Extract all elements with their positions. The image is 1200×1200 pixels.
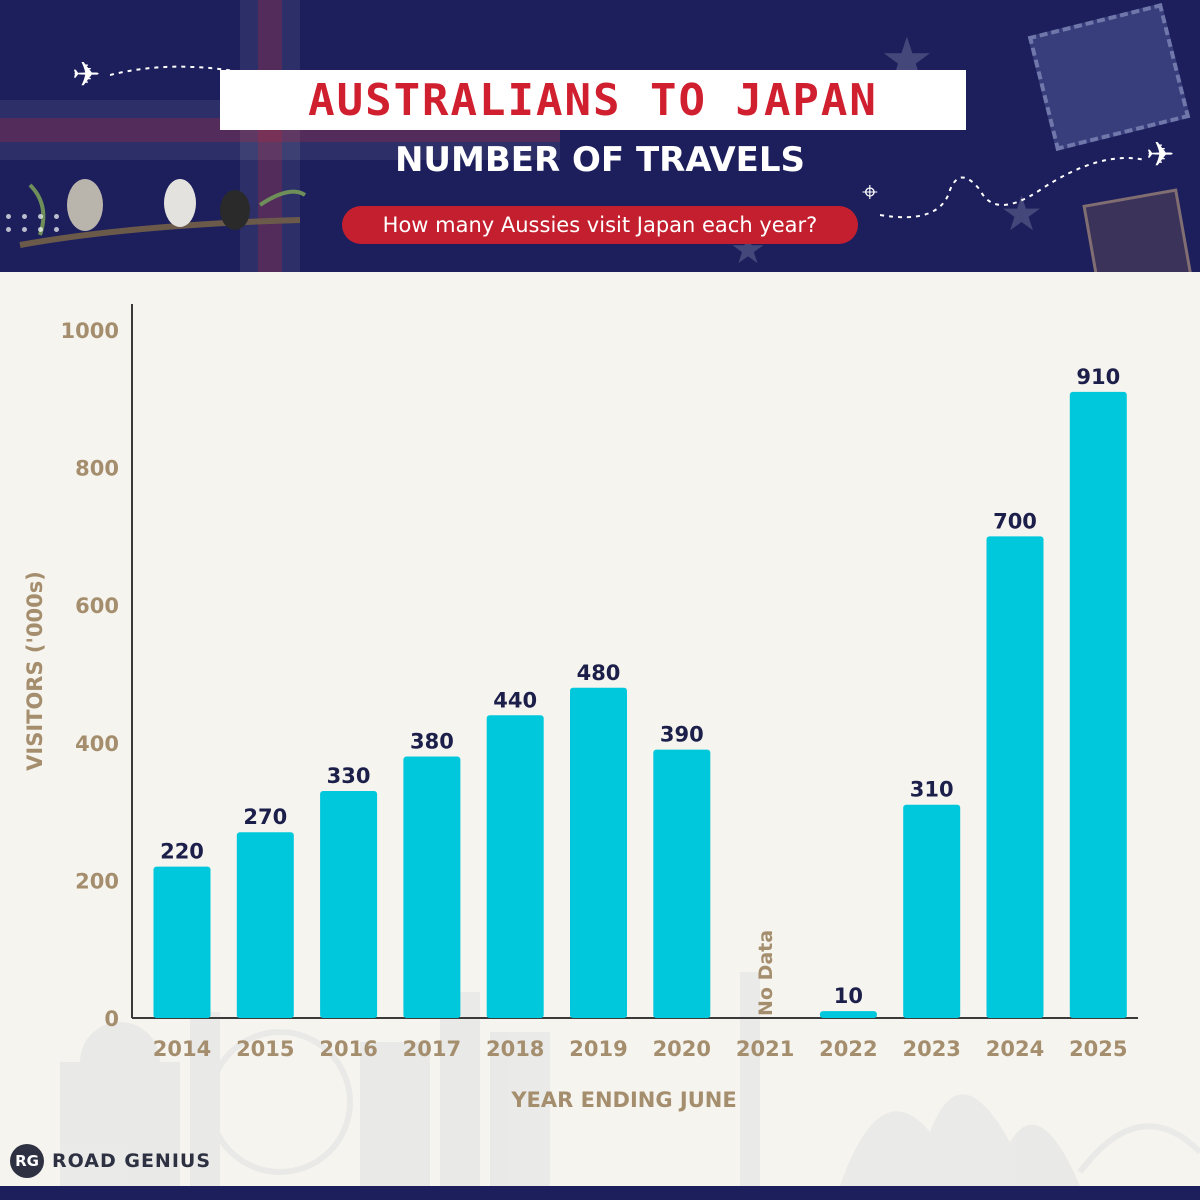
value-labels: 220 270 330 380 440 480 390 No Data 10 310 700 910 [160,365,1120,1016]
bar-2023 [903,804,961,1018]
star-icon: ★ [1000,186,1044,242]
bar-2019 [570,687,627,1018]
x-tick-label-2019: 2019 [569,1037,627,1061]
city-skyline-illustration [60,972,1200,1186]
value-label-2025: 910 [1076,365,1120,389]
bar-chart: 0 200 400 600 800 1000 220 270 330 380 440 480 390 N… [0,272,1200,1186]
brand-logo: RG ROAD GENIUS [10,1144,211,1178]
value-label-2017: 380 [410,730,454,754]
x-tick-label-2018: 2018 [486,1037,544,1061]
y-tick-label: 800 [75,457,119,481]
bars [153,391,1127,1018]
y-tick-labels: 0 200 400 600 800 1000 [61,319,119,1031]
airplane-icon: ✈ [72,55,101,95]
flag-stripe [240,0,300,272]
value-label-2023: 310 [910,778,954,802]
page-title: AUSTRALIANS TO JAPAN [308,74,878,126]
y-tick-label: 1000 [61,319,119,343]
x-tick-label-2024: 2024 [986,1037,1044,1061]
x-tick-label-2014: 2014 [153,1037,211,1061]
bar-2018 [486,715,544,1018]
dashed-flight-path [110,65,241,76]
bar-chart-svg: 0 200 400 600 800 1000 220 270 330 380 440 480 390 N… [23,304,1200,1186]
bar-2017 [403,756,461,1018]
brand-name: ROAD GENIUS [52,1150,212,1172]
postage-stamp-illustration [1027,3,1191,151]
value-label-2014: 220 [160,840,204,864]
value-label-2016: 330 [327,764,371,788]
y-tick-label: 600 [75,594,119,618]
dot-pattern [6,214,62,232]
title-box: AUSTRALIANS TO JAPAN [220,70,966,130]
bar-2022 [819,1011,877,1018]
bar-2015 [236,832,294,1018]
y-tick-label: 0 [104,1007,119,1031]
brand-mark: RG [10,1144,44,1178]
location-pin-icon: ⌖ [862,175,878,208]
bar-2024 [986,536,1044,1018]
birds-on-branch-illustration [19,179,307,248]
value-label-2022: 10 [834,984,863,1008]
airplane-icon: ✈ [1146,135,1175,175]
x-tick-label-2020: 2020 [653,1037,711,1061]
value-label-2019: 480 [577,661,621,685]
bar-2016 [320,790,378,1018]
header-banner: ★ ★ ★ ✈ ✈ ⌖ AUSTRALIANS TO JAPAN NUMB [0,0,1200,272]
no-data-label-2021: No Data [755,930,777,1016]
y-tick-label: 200 [75,869,119,893]
flag-red-stripe [258,0,282,272]
value-label-2015: 270 [243,805,287,829]
dashed-flight-path [880,157,1146,219]
x-axis-title: YEAR ENDING JUNE [510,1088,736,1112]
x-tick-label-2025: 2025 [1069,1037,1127,1061]
y-axis-title: VISITORS ('000s) [23,571,47,771]
value-label-2020: 390 [660,723,704,747]
bar-2025 [1069,391,1127,1018]
x-tick-label-2023: 2023 [902,1037,960,1061]
x-tick-label-2022: 2022 [819,1037,877,1061]
question-pill: How many Aussies visit Japan each year? [342,206,858,244]
x-tick-labels: 2014 2015 2016 2017 2018 2019 2020 2021 2022 2023… [153,1037,1128,1061]
x-tick-label-2017: 2017 [403,1037,461,1061]
footer-bar [0,1186,1200,1200]
x-tick-label-2016: 2016 [319,1037,377,1061]
page-subtitle: NUMBER OF TRAVELS [394,140,806,180]
value-label-2018: 440 [493,688,537,712]
bar-2020 [653,749,711,1018]
x-tick-label-2015: 2015 [236,1037,294,1061]
y-tick-label: 400 [75,732,119,756]
bar-2014 [153,866,211,1018]
x-tick-label-2021: 2021 [736,1037,794,1061]
value-label-2024: 700 [993,509,1037,533]
